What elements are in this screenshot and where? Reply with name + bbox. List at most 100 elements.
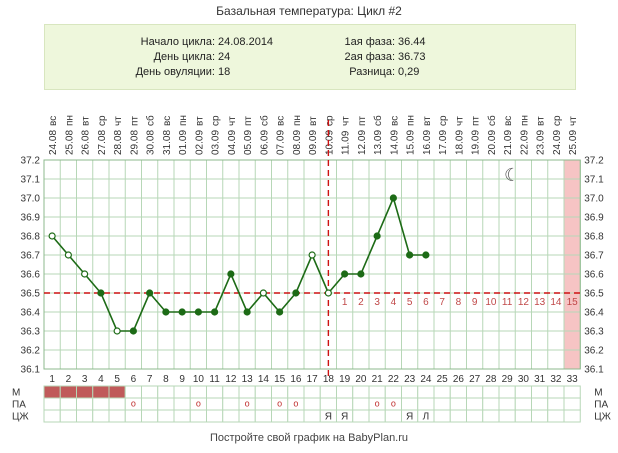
bottom-cell: [466, 397, 484, 411]
bottom-cell: [206, 409, 224, 423]
ovulation-day-label: День овуляции:: [135, 66, 215, 78]
bottom-cell: [76, 385, 94, 399]
weekday-label: вт: [194, 116, 205, 126]
y-tick-label-right: 36.7: [584, 251, 604, 262]
bottom-cell: [336, 385, 354, 399]
day-number: 28: [485, 374, 497, 385]
weekday-label: чт: [568, 116, 579, 126]
bottom-cell: [271, 409, 289, 423]
post-ovulation-day-label: 1: [342, 297, 348, 308]
cervical-marker: Я: [406, 412, 413, 423]
day-number: 26: [453, 374, 465, 385]
row-label-left: ЦЖ: [12, 412, 29, 423]
post-ovulation-day-label: 7: [439, 297, 445, 308]
diff-label: Разница:: [349, 66, 395, 78]
y-tick-label-left: 36.2: [21, 346, 41, 357]
date-label: 09.09: [308, 130, 319, 155]
day-number: 5: [114, 374, 120, 385]
bottom-cell: [303, 397, 321, 411]
phase2-label: 2ая фаза:: [344, 51, 395, 63]
day-number: 33: [567, 374, 579, 385]
y-tick-label-left: 36.4: [21, 308, 41, 319]
bottom-cell: [498, 397, 516, 411]
weekday-label: пт: [357, 116, 368, 126]
bottom-cell: [287, 385, 305, 399]
bottom-cell: [384, 409, 402, 423]
y-tick-label-left: 37.0: [21, 194, 41, 205]
weekday-label: пт: [243, 116, 254, 126]
cycle-start-label: Начало цикла:: [140, 36, 215, 48]
date-label: 21.09: [503, 130, 514, 155]
date-label: 26.08: [81, 130, 92, 155]
cervical-marker: Я: [341, 412, 348, 423]
day-number: 29: [502, 374, 514, 385]
temperature-point: [162, 308, 170, 316]
bottom-cell: [238, 409, 256, 423]
bottom-cell: [141, 385, 159, 399]
day-number: 32: [550, 374, 562, 385]
date-label: 24.08: [48, 130, 59, 155]
y-tick-label-left: 36.1: [21, 365, 41, 376]
bottom-cell: [238, 385, 256, 399]
date-label: 22.09: [519, 130, 530, 155]
weekday-label: ср: [438, 115, 449, 126]
date-label: 02.09: [194, 130, 205, 155]
bottom-cell: [303, 409, 321, 423]
post-ovulation-day-label: 13: [534, 297, 546, 308]
day-number: 16: [290, 374, 302, 385]
bottom-cell: [222, 409, 240, 423]
date-label: 20.09: [487, 130, 498, 155]
bottom-cell: [189, 409, 207, 423]
date-label: 12.09: [357, 130, 368, 155]
date-label: 06.09: [259, 130, 270, 155]
weekday-label: чт: [341, 116, 352, 126]
date-label: 18.09: [454, 130, 465, 155]
temperature-line: [51, 195, 426, 332]
pa-marker: о: [196, 399, 201, 409]
row-label-right: М: [594, 388, 602, 399]
temperature-point: [324, 289, 332, 297]
bottom-cell: [206, 397, 224, 411]
bottom-cell: [433, 409, 451, 423]
bottom-cell: [43, 385, 61, 399]
bottom-cell: [222, 397, 240, 411]
date-label: 17.09: [438, 130, 449, 155]
temperature-point: [64, 251, 72, 259]
day-number: 9: [179, 374, 185, 385]
y-tick-label-right: 36.2: [584, 346, 604, 357]
bottom-cell: [303, 385, 321, 399]
temperature-point: [146, 289, 154, 297]
bottom-cell: [76, 397, 94, 411]
bottom-cell: [76, 409, 94, 423]
y-tick-label-left: 36.7: [21, 251, 41, 262]
post-ovulation-day-label: 12: [518, 297, 530, 308]
bottom-cell: [433, 385, 451, 399]
chart-title: Базальная температура: Цикл #2: [216, 4, 402, 18]
day-number: 27: [469, 374, 481, 385]
footer-link[interactable]: Постройте свой график на BabyPlan.ru: [209, 432, 409, 444]
temperature-point: [259, 289, 267, 297]
day-number: 12: [225, 374, 237, 385]
bottom-cell: [59, 397, 77, 411]
date-label: 11.09: [341, 130, 352, 155]
temperature-point: [81, 270, 89, 278]
row-label-left: М: [12, 388, 20, 399]
date-label: 25.08: [64, 130, 75, 155]
weekday-label: пн: [178, 115, 189, 126]
bottom-cell: [482, 385, 500, 399]
bottom-cell: [417, 385, 435, 399]
date-label: 28.08: [113, 130, 124, 155]
bottom-cell: [352, 385, 370, 399]
y-tick-label-left: 36.3: [21, 327, 41, 338]
bottom-cell: [59, 409, 77, 423]
date-label: 03.09: [211, 130, 222, 155]
date-label: 29.08: [129, 130, 140, 155]
bottom-cell: [92, 409, 110, 423]
bottom-cell: [92, 397, 110, 411]
bottom-cell: [189, 385, 207, 399]
bottom-cell: [206, 385, 224, 399]
weekday-label: вс: [162, 116, 173, 126]
bottom-cell: [433, 397, 451, 411]
bottom-cell: [498, 409, 516, 423]
date-label: 07.09: [276, 130, 287, 155]
